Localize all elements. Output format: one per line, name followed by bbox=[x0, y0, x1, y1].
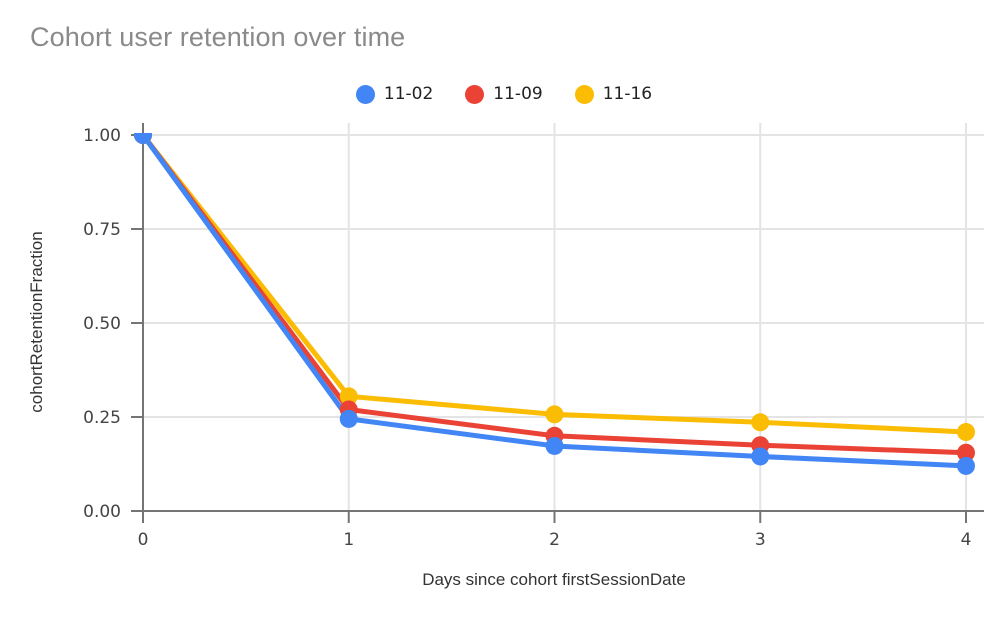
x-axis-tick-labels: 0 1 2 3 4 bbox=[138, 530, 972, 550]
y-tick-label: 0.00 bbox=[83, 502, 121, 522]
series-markers bbox=[134, 126, 975, 475]
legend-item[interactable]: 11-02 bbox=[355, 84, 434, 104]
data-point-marker[interactable] bbox=[339, 387, 358, 406]
y-tick-label: 0.25 bbox=[83, 408, 121, 428]
y-axis-tick-labels: 0.00 0.25 0.50 0.75 1.00 bbox=[83, 126, 121, 522]
data-point-marker[interactable] bbox=[751, 413, 770, 432]
legend-swatch-icon bbox=[355, 84, 375, 104]
axis-tick-marks bbox=[131, 134, 967, 523]
x-tick-label: 4 bbox=[961, 530, 972, 550]
data-point-marker[interactable] bbox=[957, 423, 975, 442]
legend-item[interactable]: 11-16 bbox=[574, 84, 653, 104]
x-tick-label: 2 bbox=[549, 530, 560, 550]
data-point-marker[interactable] bbox=[751, 447, 770, 466]
x-tick-label: 3 bbox=[755, 530, 766, 550]
data-point-marker[interactable] bbox=[545, 436, 564, 455]
y-tick-label: 1.00 bbox=[83, 126, 121, 146]
data-point-marker[interactable] bbox=[134, 126, 152, 144]
legend-label: 11-02 bbox=[383, 84, 434, 104]
data-point-marker[interactable] bbox=[957, 443, 975, 462]
y-tick-label: 0.75 bbox=[83, 220, 121, 240]
y-axis-title: cohortRetentionFraction bbox=[27, 231, 46, 412]
x-tick-label: 1 bbox=[343, 530, 354, 550]
data-point-marker[interactable] bbox=[339, 409, 358, 428]
data-point-marker[interactable] bbox=[545, 405, 564, 424]
x-axis-title: Days since cohort firstSessionDate bbox=[422, 570, 686, 589]
legend-label: 11-09 bbox=[493, 84, 543, 104]
legend-label: 11-16 bbox=[602, 84, 653, 104]
chart-title: Cohort user retention over time bbox=[30, 22, 406, 52]
chart-legend: 11-02 11-09 11-16 bbox=[0, 84, 1008, 104]
horizontal-gridlines bbox=[131, 134, 984, 418]
y-tick-label: 0.50 bbox=[83, 314, 121, 334]
x-tick-label: 0 bbox=[138, 530, 149, 550]
legend-swatch-icon bbox=[465, 84, 485, 104]
axis-lines bbox=[131, 123, 984, 512]
data-point-marker[interactable] bbox=[957, 456, 975, 475]
legend-swatch-icon bbox=[574, 84, 594, 104]
legend-item[interactable]: 11-09 bbox=[465, 84, 543, 104]
